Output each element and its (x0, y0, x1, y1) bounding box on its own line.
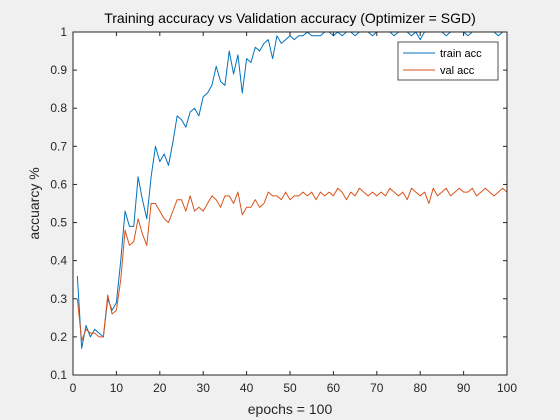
x-tick-label: 50 (283, 381, 297, 395)
axes-background (73, 32, 507, 375)
y-tick-label: 0.8 (50, 101, 67, 115)
y-tick-label: 0.6 (50, 177, 67, 191)
chart-title: Training accuracy vs Validation accuracy… (104, 10, 476, 26)
x-tick-label: 40 (240, 381, 254, 395)
x-tick-label: 10 (110, 381, 124, 395)
y-tick-label: 0.1 (50, 368, 67, 382)
axis-ticks: 0 10 20 30 40 50 60 70 80 90 100 0.1 0.2 0.3 0.4 0.5 0.6… (50, 25, 517, 395)
x-tick-label: 60 (327, 381, 341, 395)
y-tick-label: 0.4 (50, 254, 67, 268)
legend: train acc val acc (397, 41, 499, 81)
legend-box (397, 41, 499, 81)
x-tick-label: 90 (457, 381, 471, 395)
axes-border (72, 31, 508, 376)
y-axis-label: accuarcy % (26, 167, 42, 239)
x-tick-label: 20 (153, 381, 167, 395)
y-tick-label: 0.2 (50, 330, 67, 344)
x-tick-label: 0 (70, 381, 77, 395)
x-tick-label: 100 (497, 381, 517, 395)
x-tick-label: 30 (197, 381, 211, 395)
legend-label-train-acc: train acc (440, 48, 482, 60)
x-tick-label: 70 (370, 381, 384, 395)
y-tick-label: 0.5 (50, 216, 67, 230)
series-line-val-acc (76, 187, 508, 342)
y-tick-label: 0.7 (50, 139, 67, 153)
y-tick-label: 0.3 (50, 292, 67, 306)
legend-label-val-acc: val acc (440, 65, 475, 77)
x-tick-label: 80 (414, 381, 428, 395)
x-axis-label: epochs = 100 (248, 401, 333, 417)
y-tick-label: 0.9 (50, 63, 67, 77)
y-tick-label: 1 (60, 25, 67, 39)
